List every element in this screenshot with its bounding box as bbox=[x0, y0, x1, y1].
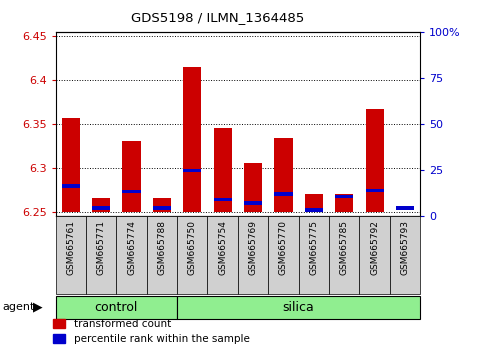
Text: ▶: ▶ bbox=[33, 301, 43, 314]
Legend: transformed count, percentile rank within the sample: transformed count, percentile rank withi… bbox=[49, 315, 254, 348]
Bar bbox=[298, 216, 329, 294]
Bar bbox=[62, 184, 80, 188]
Text: GSM665750: GSM665750 bbox=[188, 220, 197, 275]
Text: silica: silica bbox=[283, 301, 314, 314]
Text: GSM665771: GSM665771 bbox=[97, 220, 106, 275]
Bar bbox=[208, 216, 238, 294]
Bar bbox=[305, 194, 323, 212]
Bar bbox=[396, 206, 414, 210]
Bar bbox=[244, 201, 262, 205]
Text: GDS5198 / ILMN_1364485: GDS5198 / ILMN_1364485 bbox=[131, 11, 304, 24]
Text: GSM665792: GSM665792 bbox=[370, 220, 379, 275]
Bar bbox=[56, 216, 86, 294]
Bar bbox=[268, 216, 298, 294]
Text: GSM665793: GSM665793 bbox=[400, 220, 410, 275]
Bar bbox=[86, 216, 116, 294]
Bar bbox=[92, 198, 110, 212]
Bar bbox=[238, 216, 268, 294]
Bar bbox=[92, 206, 110, 210]
Bar bbox=[335, 195, 354, 198]
Text: GSM665754: GSM665754 bbox=[218, 220, 227, 275]
Bar bbox=[147, 216, 177, 294]
Bar bbox=[177, 296, 420, 319]
Bar bbox=[122, 190, 141, 193]
Bar bbox=[177, 216, 208, 294]
Text: GSM665788: GSM665788 bbox=[157, 220, 167, 275]
Bar bbox=[213, 198, 232, 201]
Bar bbox=[390, 216, 420, 294]
Bar bbox=[183, 169, 201, 172]
Bar bbox=[329, 216, 359, 294]
Bar bbox=[274, 138, 293, 212]
Bar bbox=[62, 118, 80, 212]
Bar bbox=[359, 216, 390, 294]
Text: GSM665761: GSM665761 bbox=[66, 220, 75, 275]
Text: agent: agent bbox=[2, 302, 35, 312]
Bar bbox=[305, 208, 323, 212]
Bar bbox=[56, 296, 177, 319]
Bar bbox=[244, 163, 262, 212]
Text: GSM665774: GSM665774 bbox=[127, 220, 136, 275]
Text: control: control bbox=[95, 301, 138, 314]
Bar bbox=[274, 192, 293, 196]
Text: GSM665769: GSM665769 bbox=[249, 220, 257, 275]
Bar bbox=[213, 128, 232, 212]
Bar bbox=[366, 109, 384, 212]
Bar bbox=[153, 206, 171, 210]
Text: GSM665775: GSM665775 bbox=[309, 220, 318, 275]
Bar bbox=[335, 194, 354, 212]
Bar bbox=[153, 198, 171, 212]
Text: GSM665770: GSM665770 bbox=[279, 220, 288, 275]
Bar bbox=[366, 189, 384, 192]
Bar bbox=[116, 216, 147, 294]
Text: GSM665785: GSM665785 bbox=[340, 220, 349, 275]
Bar bbox=[122, 142, 141, 212]
Bar bbox=[183, 67, 201, 212]
